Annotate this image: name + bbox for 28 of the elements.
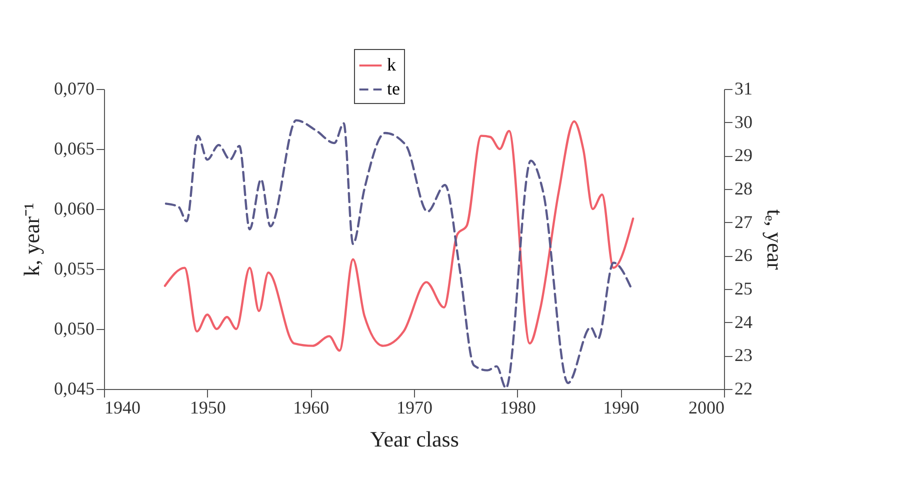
x-tick-label: 1960 (293, 398, 330, 418)
y2-tick-label: 26 (734, 245, 752, 266)
legend-label: te (387, 78, 400, 98)
y2-axis-title: tₑ, year (762, 209, 788, 270)
x-tick-label: 1970 (396, 398, 432, 418)
y-tick-label: 0,060 (54, 198, 94, 218)
y-tick-label: 0,070 (54, 78, 94, 98)
x-tick-label: 1950 (190, 398, 226, 418)
y2-tick-label: 23 (734, 345, 752, 366)
y2-tick-label: 28 (734, 178, 752, 198)
x-tick-label: 1980 (500, 398, 536, 418)
y2-tick-label: 27 (734, 212, 752, 232)
x-tick-label: 1990 (603, 398, 640, 418)
y2-tick-label: 22 (734, 378, 752, 398)
y-axis-title: k, year⁻¹ (19, 202, 44, 276)
y-tick-label: 0,045 (54, 378, 94, 398)
x-tick-label: 1940 (104, 398, 140, 418)
x-tick-label: 2000 (688, 398, 724, 418)
y2-tick-label: 29 (734, 145, 752, 166)
y2-tick-label: 31 (734, 78, 752, 98)
y-tick-label: 0,050 (54, 318, 94, 338)
y2-tick-label: 24 (734, 312, 752, 332)
y-tick-label: 0,065 (54, 138, 94, 158)
y-tick-label: 0,055 (54, 258, 94, 278)
x-axis-title: Year class (370, 426, 459, 452)
legend-label: k (387, 54, 396, 74)
y2-tick-label: 30 (734, 112, 752, 132)
y2-tick-label: 25 (734, 278, 752, 298)
